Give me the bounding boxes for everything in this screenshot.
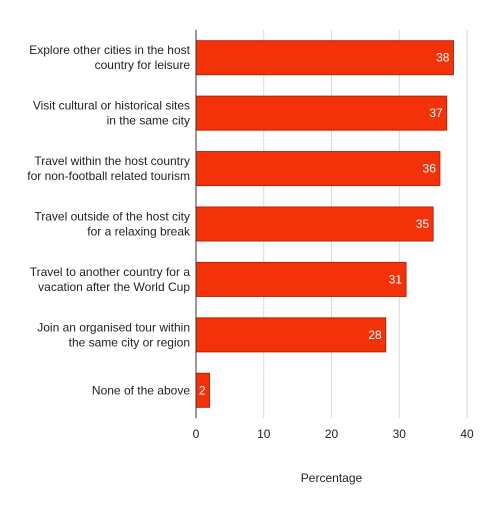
category-label: Join an organised tour within xyxy=(37,320,190,334)
bar xyxy=(195,261,407,297)
bar xyxy=(195,95,448,131)
category-label: Travel within the host country xyxy=(34,154,190,168)
x-axis-title: Percentage xyxy=(301,471,363,485)
bar xyxy=(195,317,387,353)
category-label: vacation after the World Cup xyxy=(38,280,190,294)
x-tick-label: 20 xyxy=(325,427,339,441)
bar-value-label: 36 xyxy=(423,162,437,176)
x-tick-label: 10 xyxy=(257,427,271,441)
x-tick-label: 40 xyxy=(460,427,474,441)
bar xyxy=(195,151,441,187)
bar-value-label: 38 xyxy=(436,51,450,65)
category-label: for a relaxing break xyxy=(87,225,191,239)
category-labels: Explore other cities in the hostcountry … xyxy=(27,43,191,397)
category-label: country for leisure xyxy=(95,58,191,72)
x-tick-label: 30 xyxy=(393,427,407,441)
bar xyxy=(195,40,454,76)
category-label: Travel to another country for a xyxy=(30,265,191,279)
category-label: the same city or region xyxy=(69,335,190,349)
category-label: Travel outside of the host city xyxy=(34,210,190,224)
x-tick-labels: 0 10 20 30 40 xyxy=(193,427,474,441)
bar-value-label: 31 xyxy=(389,272,403,286)
bar-value-label: 2 xyxy=(199,383,206,397)
bars: 38 37 36 35 31 28 2 xyxy=(195,40,454,408)
x-tick-label: 0 xyxy=(193,427,200,441)
category-label: None of the above xyxy=(92,383,190,397)
category-label: Visit cultural or historical sites xyxy=(33,99,190,113)
bar xyxy=(195,206,434,242)
category-label: in the same city xyxy=(107,114,190,128)
bar-value-label: 35 xyxy=(416,217,430,231)
bar-value-label: 37 xyxy=(429,106,443,120)
category-label: Explore other cities in the host xyxy=(29,43,190,57)
category-label: for non-football related tourism xyxy=(27,169,190,183)
bar-value-label: 28 xyxy=(368,328,382,342)
